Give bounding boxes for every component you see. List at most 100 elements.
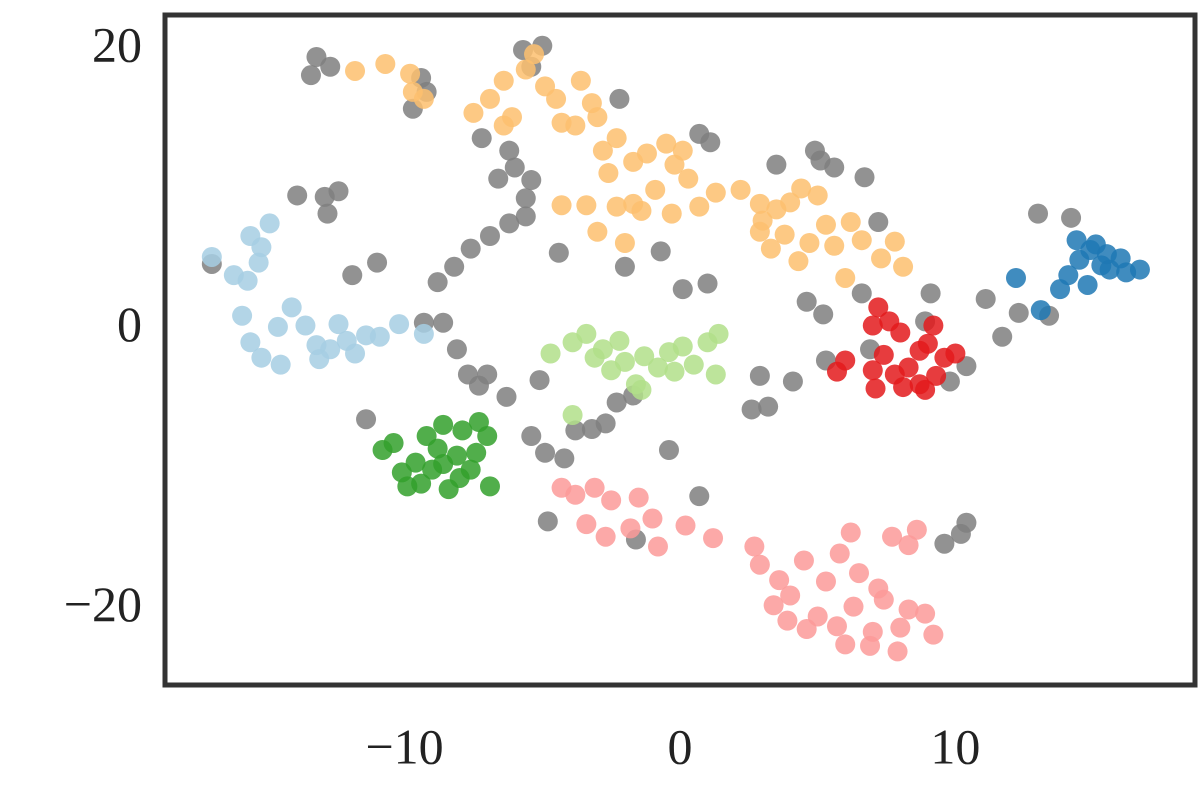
- point: [427, 272, 448, 293]
- point: [774, 224, 795, 245]
- point: [656, 133, 677, 154]
- point: [843, 596, 864, 617]
- point: [504, 157, 525, 178]
- point: [468, 375, 489, 396]
- point: [631, 379, 652, 400]
- point: [515, 59, 536, 80]
- point: [703, 528, 724, 549]
- point: [400, 63, 421, 84]
- x-tick-label: −10: [365, 718, 443, 774]
- point: [317, 203, 338, 224]
- point: [741, 399, 762, 420]
- point: [708, 323, 729, 344]
- point: [479, 476, 500, 497]
- point: [614, 232, 635, 253]
- point: [240, 332, 261, 353]
- point: [251, 237, 272, 258]
- point: [1008, 302, 1029, 323]
- point: [835, 267, 856, 288]
- point: [868, 578, 889, 599]
- point: [749, 365, 770, 386]
- point: [815, 214, 836, 235]
- point: [416, 426, 437, 447]
- point: [873, 344, 894, 365]
- point: [788, 251, 809, 272]
- point: [446, 445, 467, 466]
- point: [868, 297, 889, 318]
- point: [697, 273, 718, 294]
- point: [397, 476, 418, 497]
- point: [328, 314, 349, 335]
- point: [840, 522, 861, 543]
- point: [433, 414, 454, 435]
- point: [780, 192, 801, 213]
- point: [562, 405, 583, 426]
- point: [587, 107, 608, 128]
- point: [1077, 274, 1098, 295]
- point: [920, 283, 941, 304]
- point: [592, 140, 613, 161]
- point: [664, 361, 685, 382]
- point: [405, 452, 426, 473]
- point: [609, 330, 630, 351]
- point: [488, 168, 509, 189]
- point: [760, 238, 781, 259]
- point: [840, 212, 861, 233]
- point: [446, 339, 467, 360]
- point: [915, 603, 936, 624]
- point: [730, 179, 751, 200]
- point: [865, 378, 886, 399]
- point: [342, 265, 363, 286]
- point: [606, 392, 627, 413]
- point: [791, 178, 812, 199]
- point: [565, 484, 586, 505]
- point: [854, 167, 875, 188]
- point: [890, 322, 911, 343]
- point: [849, 563, 870, 584]
- point: [413, 323, 434, 344]
- point: [1030, 300, 1051, 321]
- point: [689, 486, 710, 507]
- point: [945, 343, 966, 364]
- point: [851, 283, 872, 304]
- point: [499, 140, 520, 161]
- point: [576, 195, 597, 216]
- y-tick-label: −20: [64, 576, 142, 632]
- point: [565, 115, 586, 136]
- point: [884, 231, 905, 252]
- point: [915, 379, 936, 400]
- point: [934, 533, 955, 554]
- point: [650, 241, 671, 262]
- point: [320, 56, 341, 77]
- point: [367, 252, 388, 273]
- point: [824, 157, 845, 178]
- point: [460, 238, 481, 259]
- point: [777, 610, 798, 631]
- point: [749, 221, 770, 242]
- point: [763, 595, 784, 616]
- point: [606, 196, 627, 217]
- point: [749, 193, 770, 214]
- x-tick-label: 0: [668, 718, 693, 774]
- point: [893, 256, 914, 277]
- point: [807, 185, 828, 206]
- point: [647, 536, 668, 557]
- point: [642, 508, 663, 529]
- point: [595, 526, 616, 547]
- point: [389, 314, 410, 335]
- point: [890, 617, 911, 638]
- point: [700, 132, 721, 153]
- point: [554, 448, 575, 469]
- point: [232, 305, 253, 326]
- point: [689, 196, 710, 217]
- point: [813, 304, 834, 325]
- point: [923, 624, 944, 645]
- point: [248, 252, 269, 273]
- point: [449, 467, 470, 488]
- point: [479, 226, 500, 247]
- point: [887, 641, 908, 662]
- point: [1028, 203, 1049, 224]
- point: [926, 365, 947, 386]
- point: [683, 354, 704, 375]
